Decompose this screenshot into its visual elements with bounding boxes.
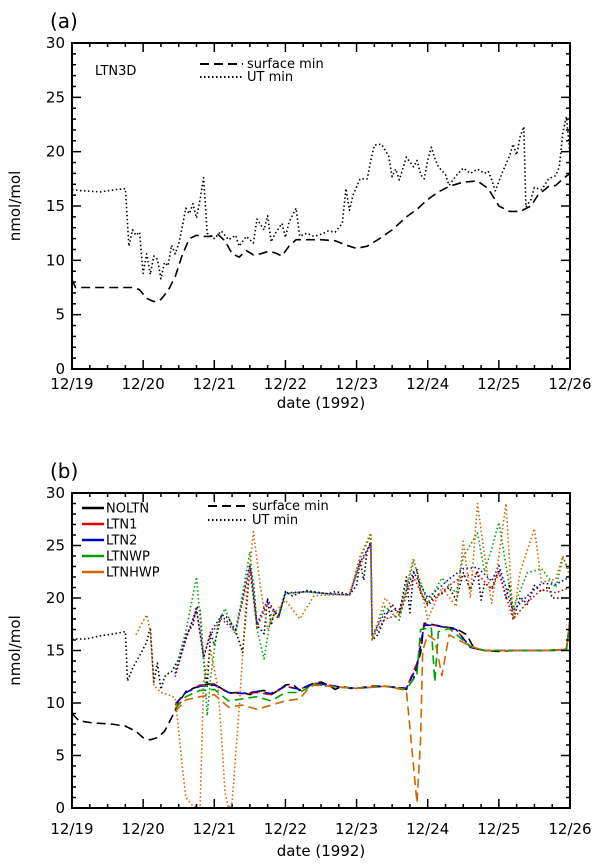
panel-a-y-tick-label: 0 [55, 360, 65, 378]
panel-a-y-tick-label: 20 [46, 143, 65, 161]
panel-b-series-noltn-ut-min [72, 540, 570, 691]
panel-b-series-ltnhwp-ut-min [135, 502, 570, 808]
panel-a-x-tick-label: 12/21 [193, 375, 236, 393]
panel-a-chart: (a) 12/19 12/20 12/21 12/22 12/23 12/24 12/25 12… [6, 9, 592, 412]
panel-b-series-ltnhwp-surface-min [174, 621, 570, 804]
panel-b-style-legend-label: UT min [252, 513, 298, 528]
panel-a-x-tick-label: 12/25 [477, 375, 520, 393]
panel-b-series-ltnwp-ut-min [174, 521, 570, 717]
panel-b-legend-label: LTN2 [106, 534, 137, 549]
panel-b-y-axis-title: nmol/mol [6, 615, 24, 685]
panel-a-series-surface-min [72, 172, 570, 303]
panel-a-legend-label: surface min [247, 57, 324, 72]
panel-b-x-tick-label: 12/23 [335, 820, 378, 838]
panel-b-data [72, 502, 570, 808]
panel-a-y-tick-label: 30 [46, 34, 65, 52]
panel-a-data [72, 116, 570, 303]
panel-b-x-tick-label: 12/21 [193, 820, 236, 838]
panel-b-legend-label: LTNHWP [106, 566, 160, 581]
panel-a-legend-label: UT min [247, 70, 293, 85]
panel-a-x-tick-label: 12/22 [264, 375, 307, 393]
panel-b-y-tick-label: 5 [55, 747, 65, 765]
panel-a-annotation: LTN3D [95, 64, 136, 79]
panel-b-y-tick-label: 25 [46, 537, 65, 555]
panel-b-legend-label: LTNWP [106, 550, 150, 565]
panel-b-y-tick-label: 20 [46, 589, 65, 607]
panel-b-y-tick-label: 15 [46, 642, 65, 660]
panel-a-x-axis-title: date (1992) [277, 394, 365, 412]
panel-a-y-tick-label: 25 [46, 88, 65, 106]
panel-b-x-tick-label: 12/25 [477, 820, 520, 838]
panel-a-x-tick-label: 12/20 [122, 375, 165, 393]
panel-b-x-tick-label: 12/20 [122, 820, 165, 838]
panel-b-x-tick-label: 12/24 [406, 820, 449, 838]
panel-b-series-noltn-surface-min [72, 620, 570, 741]
panel-b-y-tick-label: 10 [46, 694, 65, 712]
panel-b-series-ltn1-ut-min [174, 544, 570, 678]
panel-a-x-tick-label: 12/19 [50, 375, 93, 393]
panel-b-x-tick-label: 12/19 [50, 820, 93, 838]
panel-b-style-legend-label: surface min [252, 499, 329, 514]
panel-b-x-tick-label: 12/22 [264, 820, 307, 838]
panel-b-x-axis-title: date (1992) [277, 842, 365, 860]
panel-b-label: (b) [50, 459, 78, 483]
panel-a-x-tick-label: 12/24 [406, 375, 449, 393]
panel-a-y-tick-label: 5 [55, 306, 65, 324]
panel-a-series-ut-min [72, 116, 570, 280]
panel-a-y-tick-label: 15 [46, 197, 65, 215]
panel-a-x-tick-label: 12/26 [548, 375, 591, 393]
panel-a-plot-frame [71, 42, 571, 370]
panel-b-chart: (b) 12/19 12/20 12/21 12/22 12/23 12/24 12/25 12… [6, 459, 592, 860]
panel-b-y-tick-label: 30 [46, 484, 65, 502]
panel-a-label: (a) [50, 9, 78, 33]
panel-b-x-tick-label: 12/26 [548, 820, 591, 838]
panel-a-x-tick-label: 12/23 [335, 375, 378, 393]
panel-a-y-tick-label: 10 [46, 251, 65, 269]
panel-b-legend-label: LTN1 [106, 518, 137, 533]
panel-a-y-axis-title: nmol/mol [6, 171, 24, 241]
panel-b-y-tick-label: 0 [55, 799, 65, 817]
panel-b-series-ltn2-ut-min [174, 542, 570, 674]
panel-b-legend-label: NOLTN [106, 502, 149, 517]
